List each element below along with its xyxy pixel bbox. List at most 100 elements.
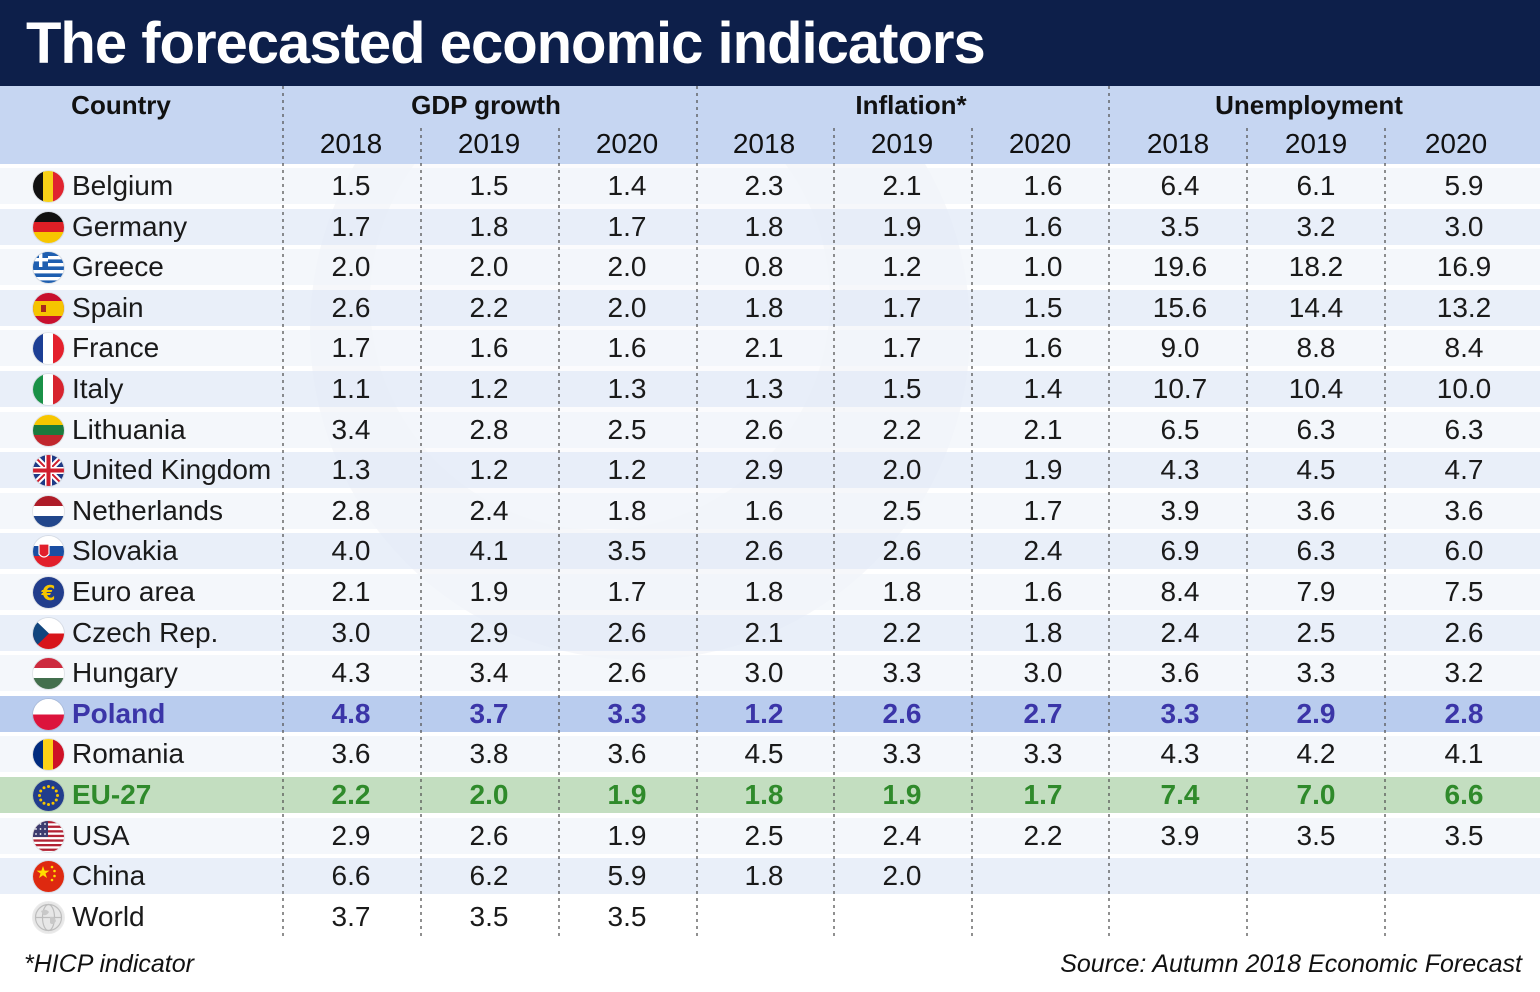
- table-cell: 3.0: [1023, 657, 1063, 689]
- table-cell: 4.2: [1296, 738, 1336, 770]
- table-cell: 2.2: [882, 616, 922, 648]
- gdp-group-header: GDP growth: [411, 90, 561, 120]
- table-row: Hungary 4.3 3.4 2.6 3.0 3.3 3.0 3.6 3.3 3.2: [0, 655, 1540, 692]
- country-name: Spain: [72, 291, 144, 323]
- spain-flag-icon: [33, 292, 64, 324]
- table-cell: 3.9: [1160, 819, 1200, 851]
- table-cell: 6.3: [1296, 535, 1336, 567]
- table-cell: 3.3: [882, 738, 922, 770]
- table-cell: 2.6: [882, 535, 922, 567]
- country-name: Euro area: [72, 576, 195, 607]
- table-cell: 2.0: [331, 251, 371, 283]
- country-name: Greece: [72, 251, 164, 283]
- svg-text:€: €: [41, 581, 56, 605]
- table-cell: 3.6: [607, 738, 647, 770]
- table-row: China 6.6 6.2 5.9 1.8 2.0: [0, 858, 1540, 895]
- table-cell: 1.0: [1023, 251, 1063, 283]
- table-cell: 1.4: [607, 170, 647, 201]
- table-cell: 1.9: [882, 779, 922, 810]
- table-cell: 4.0: [331, 535, 371, 567]
- table-cell: 1.7: [331, 210, 371, 242]
- table-cell: 2.7: [1023, 697, 1063, 729]
- table-cell: 6.6: [1444, 779, 1484, 810]
- table-cell: 3.2: [1296, 210, 1336, 242]
- table-cell: 1.3: [744, 373, 784, 404]
- table-cell: 1.6: [1023, 332, 1063, 364]
- table-cell: 3.5: [1444, 819, 1484, 851]
- table-cell: 2.9: [331, 819, 371, 851]
- table-cell: 2.1: [331, 576, 371, 607]
- table-cell: 9.0: [1160, 332, 1200, 364]
- table-cell: 1.9: [607, 819, 647, 851]
- table-cell: 1.6: [469, 332, 509, 364]
- table-cell: 6.4: [1160, 170, 1200, 201]
- table-cell: 3.4: [331, 413, 371, 445]
- table-cell: 1.5: [469, 170, 509, 201]
- table-row: Lithuania 3.4 2.8 2.5 2.6 2.2 2.1 6.5 6.3 6.3: [0, 411, 1540, 448]
- lithuania-flag-icon: [33, 414, 64, 446]
- table-cell: 1.2: [607, 454, 647, 486]
- table-cell: 2.0: [882, 454, 922, 486]
- country-name: EU-27: [72, 779, 152, 810]
- table-cell: 1.8: [744, 860, 784, 892]
- table-cell: 2.5: [882, 494, 922, 526]
- poland-flag-icon: [33, 698, 64, 730]
- table-cell: 1.8: [607, 494, 647, 526]
- country-name: China: [72, 860, 146, 892]
- table-cell: 3.5: [469, 900, 509, 932]
- table-cell: 3.4: [469, 657, 509, 689]
- table-cell: 2.3: [744, 170, 784, 201]
- year-header: 2020: [1008, 128, 1072, 159]
- table-cell: 6.3: [1296, 413, 1336, 445]
- table-cell: 3.6: [1296, 494, 1336, 526]
- table-cell: 6.0: [1444, 535, 1484, 567]
- table-cell: 1.7: [882, 291, 922, 323]
- table-cell: 1.4: [1023, 373, 1063, 404]
- year-header: 2018: [1146, 128, 1210, 159]
- country-name: Belgium: [72, 170, 174, 201]
- page-title: The forecasted economic indicators: [26, 11, 986, 76]
- table-cell: 3.5: [1160, 210, 1200, 242]
- table-cell: 3.0: [1444, 210, 1484, 242]
- table-cell: 3.7: [331, 900, 371, 932]
- table-row: Greece 2.0 2.0 2.0 0.8 1.2 1.0 19.6 18.2 16.9: [0, 249, 1540, 286]
- table-cell: 1.7: [1023, 494, 1063, 526]
- table-cell: 1.6: [1023, 170, 1063, 201]
- table-cell: 7.0: [1296, 779, 1336, 810]
- table-cell: 1.3: [331, 454, 371, 486]
- table-row: Germany 1.7 1.8 1.7 1.8 1.9 1.6 3.5 3.2 3.0: [0, 208, 1540, 245]
- germany-flag-icon: [33, 211, 64, 243]
- hungary-flag-icon: [33, 658, 64, 690]
- table-cell: 1.5: [1023, 291, 1063, 323]
- table-cell: 13.2: [1436, 291, 1492, 323]
- table-cell: 1.2: [469, 454, 509, 486]
- table-cell: 4.5: [744, 738, 784, 770]
- title-bar: The forecasted economic indicators: [0, 0, 1540, 86]
- table-cell: 1.2: [744, 697, 784, 729]
- table-row: Spain 2.6 2.2 2.0 1.8 1.7 1.5 15.6 14.4 13.2: [0, 289, 1540, 326]
- table-cell: 1.9: [607, 779, 647, 810]
- table-cell: 1.9: [1023, 454, 1063, 486]
- table-cell: 2.0: [469, 779, 509, 810]
- table-cell: 1.8: [744, 210, 784, 242]
- table-row: Czech Rep. 3.0 2.9 2.6 2.1 2.2 1.8 2.4 2.5 2.6: [0, 614, 1540, 651]
- table-cell: 2.6: [744, 535, 784, 567]
- table-cell: 1.8: [1023, 616, 1063, 648]
- table-cell: 3.3: [1296, 657, 1336, 689]
- netherlands-flag-icon: [33, 495, 64, 527]
- table-cell: 3.9: [1160, 494, 1200, 526]
- table-cell: 19.6: [1152, 251, 1208, 283]
- table-cell: 4.7: [1444, 454, 1484, 486]
- table-cell: 1.8: [469, 210, 509, 242]
- table-cell: 3.6: [1444, 494, 1484, 526]
- footnote: *HICP indicator: [24, 950, 194, 978]
- table-cell: 4.1: [469, 535, 509, 567]
- table-cell: 1.5: [331, 170, 371, 201]
- table-cell: 2.6: [607, 616, 647, 648]
- table-cell: 4.3: [331, 657, 371, 689]
- euro-icon: €: [33, 577, 64, 608]
- table-header: [0, 86, 1540, 164]
- table-cell: 2.5: [1296, 616, 1336, 648]
- table-cell: 4.5: [1296, 454, 1336, 486]
- table-cell: 1.6: [1023, 576, 1063, 607]
